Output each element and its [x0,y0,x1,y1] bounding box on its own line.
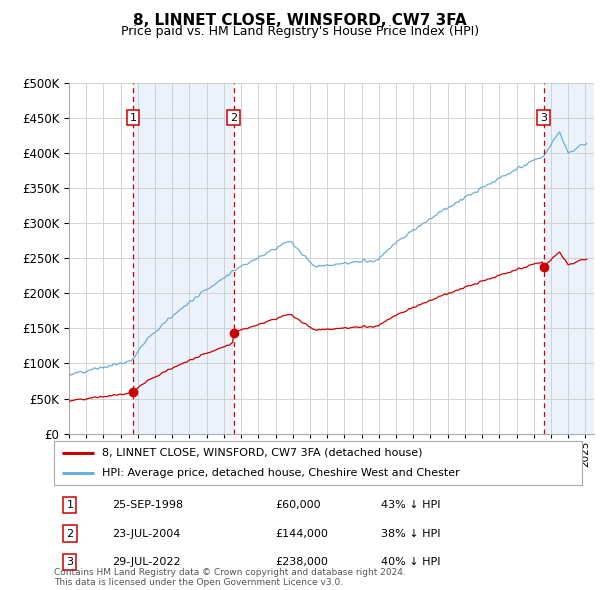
Text: 43% ↓ HPI: 43% ↓ HPI [382,500,441,510]
Text: Contains HM Land Registry data © Crown copyright and database right 2024.
This d: Contains HM Land Registry data © Crown c… [54,568,406,587]
Text: £144,000: £144,000 [276,529,329,539]
Text: 25-SEP-1998: 25-SEP-1998 [112,500,183,510]
Text: 2: 2 [230,113,237,123]
Text: 1: 1 [67,500,73,510]
Text: 38% ↓ HPI: 38% ↓ HPI [382,529,441,539]
Bar [544,83,594,434]
Text: Price paid vs. HM Land Registry's House Price Index (HPI): Price paid vs. HM Land Registry's House … [121,25,479,38]
Text: 3: 3 [540,113,547,123]
Text: 23-JUL-2004: 23-JUL-2004 [112,529,181,539]
Text: 3: 3 [67,557,73,567]
Text: HPI: Average price, detached house, Cheshire West and Chester: HPI: Average price, detached house, Ches… [101,468,459,478]
Text: 8, LINNET CLOSE, WINSFORD, CW7 3FA (detached house): 8, LINNET CLOSE, WINSFORD, CW7 3FA (deta… [101,448,422,458]
Text: £60,000: £60,000 [276,500,322,510]
Text: 8, LINNET CLOSE, WINSFORD, CW7 3FA: 8, LINNET CLOSE, WINSFORD, CW7 3FA [133,13,467,28]
Text: 2: 2 [66,529,73,539]
Text: 1: 1 [130,113,137,123]
Text: £238,000: £238,000 [276,557,329,567]
Text: 40% ↓ HPI: 40% ↓ HPI [382,557,441,567]
Bar [133,83,233,434]
Text: 29-JUL-2022: 29-JUL-2022 [112,557,181,567]
